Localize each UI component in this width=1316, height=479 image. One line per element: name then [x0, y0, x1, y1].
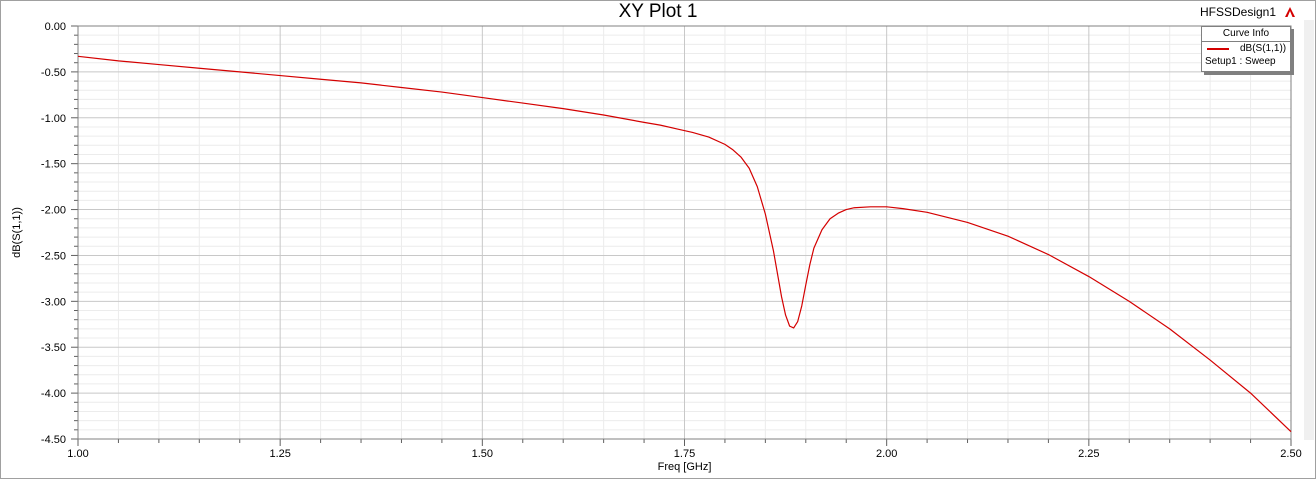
legend-subtitle: Setup1 : Sweep	[1205, 56, 1276, 67]
x-tick-label: 2.25	[1078, 448, 1099, 460]
y-tick-label: -1.50	[41, 159, 66, 171]
series-line-dB-S11	[77, 55, 1292, 433]
plot-title: XY Plot 1	[618, 1, 698, 22]
ansys-logo-icon	[1285, 7, 1295, 17]
y-axis-label: dB(S(1,1))	[11, 207, 23, 258]
y-tick-label: -0.50	[41, 67, 66, 79]
legend-entry-label: dB(S(1,1))	[1240, 43, 1287, 54]
x-tick-label: 1.25	[269, 448, 290, 460]
y-tick-label: -4.50	[41, 434, 66, 446]
y-tick-label: -3.50	[41, 342, 66, 354]
y-tick-label: -2.00	[41, 205, 66, 217]
y-tick-label: -1.00	[41, 113, 66, 125]
major-grid	[78, 26, 1291, 439]
side-strip	[1304, 20, 1314, 440]
legend-line-swatch	[1207, 48, 1229, 50]
x-tick-label: 1.75	[674, 448, 695, 460]
y-tick-label: 0.00	[45, 21, 66, 33]
legend-entry[interactable]: dB(S(1,1))	[1202, 42, 1290, 56]
y-tick-label: -4.00	[41, 388, 66, 400]
design-name: HFSSDesign1	[1199, 5, 1276, 19]
x-tick-label: 1.50	[472, 448, 493, 460]
legend-header: Curve Info	[1202, 27, 1290, 42]
x-tick-label: 2.50	[1280, 448, 1301, 460]
x-tick-label: 1.00	[67, 448, 88, 460]
y-tick-label: -2.50	[41, 250, 66, 262]
x-tick-label: 2.00	[876, 448, 897, 460]
curve-info-legend[interactable]: Curve Info dB(S(1,1)) Setup1 : Sweep	[1201, 26, 1291, 72]
y-tick-labels: 0.00 -0.50 -1.00 -1.50 -2.00 -2.50 -3.00 -3.50 -…	[41, 21, 66, 446]
y-tick-label: -3.00	[41, 296, 66, 308]
x-axis-label: Freq [GHz]	[658, 461, 712, 473]
axis-ticks	[71, 25, 1292, 446]
x-tick-labels: 1.00 1.25 1.50 1.75 2.00 2.25 2.50	[67, 448, 1301, 460]
plot-area-border	[77, 25, 1292, 440]
